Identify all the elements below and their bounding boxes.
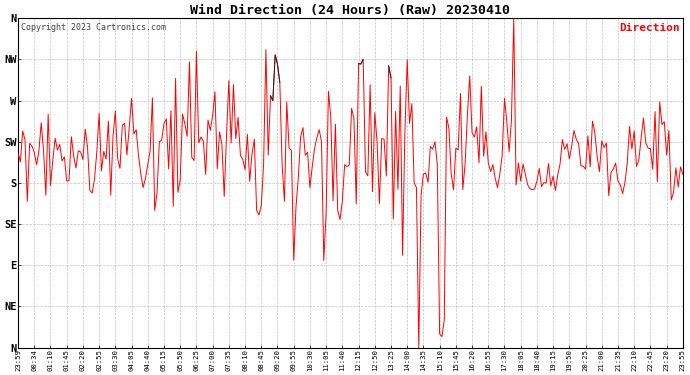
Text: Direction: Direction xyxy=(619,23,680,33)
Text: Copyright 2023 Cartronics.com: Copyright 2023 Cartronics.com xyxy=(21,23,166,32)
Title: Wind Direction (24 Hours) (Raw) 20230410: Wind Direction (24 Hours) (Raw) 20230410 xyxy=(190,4,511,17)
